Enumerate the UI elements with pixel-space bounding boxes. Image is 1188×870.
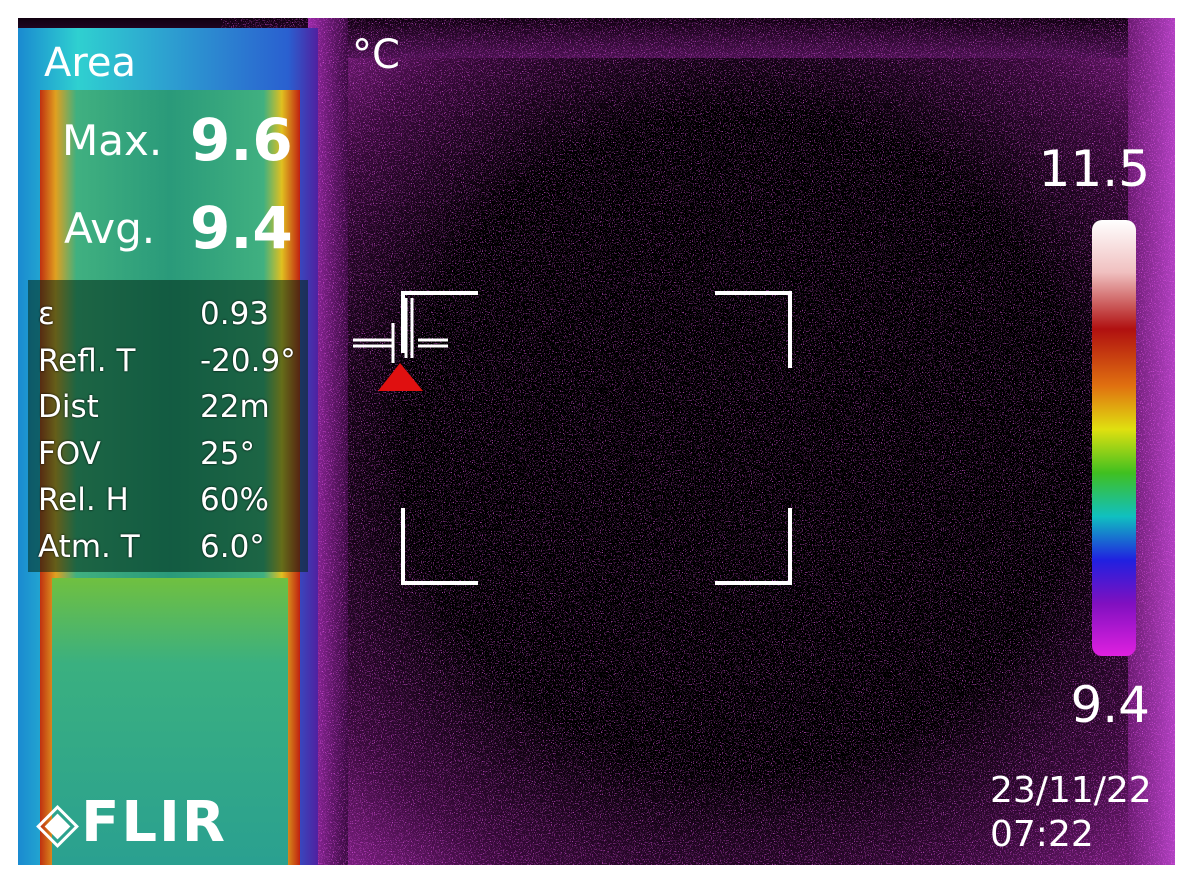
param-value: 0.93 (200, 296, 269, 332)
param-label: Atm. T (38, 529, 140, 565)
date: 23/11/22 (990, 770, 1152, 811)
max-label: Max. (62, 116, 162, 165)
corner (715, 293, 790, 368)
param-label: FOV (38, 436, 101, 472)
corner (403, 508, 478, 583)
param-value: 6.0° (200, 529, 265, 565)
time: 07:22 (990, 814, 1094, 855)
logo: ◈FLIR (36, 790, 227, 855)
thermal-image: Area °C Max. 9.6 Avg. 9.4 ε 0.93 Refl. T -2… (18, 18, 1175, 865)
page: Area °C Max. 9.6 Avg. 9.4 ε 0.93 Refl. T -2… (0, 0, 1188, 870)
param-value: 25° (200, 436, 255, 472)
scale-max: 11.5 (1039, 140, 1150, 198)
logo-text: FLIR (81, 790, 227, 855)
param-label: ε (38, 296, 55, 332)
param-value: 60% (200, 482, 269, 518)
param-label: Refl. T (38, 343, 135, 379)
avg-value: 9.4 (190, 194, 293, 262)
param-value: -20.9° (200, 343, 296, 379)
param-label: Rel. H (38, 482, 129, 518)
scale-min: 9.4 (1070, 676, 1150, 734)
measure-box (353, 293, 790, 583)
max-value: 9.6 (190, 106, 293, 174)
unit: °C (352, 32, 400, 78)
param-label: Dist (38, 389, 99, 425)
spot-crosshair (353, 298, 448, 363)
corner (403, 293, 478, 353)
area-label: Area (44, 40, 136, 86)
avg-label: Avg. (64, 204, 155, 253)
param-value: 22m (200, 389, 270, 425)
corner (715, 508, 790, 583)
spot-marker (378, 363, 423, 391)
